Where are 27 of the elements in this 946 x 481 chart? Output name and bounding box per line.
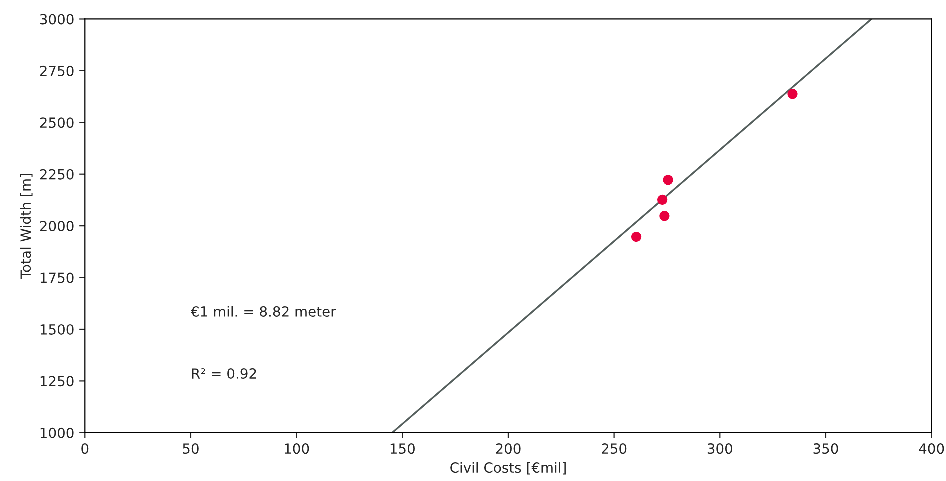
y-tick-label: 1250 [40, 376, 74, 387]
x-axis-title: Civil Costs [€mil] [450, 462, 566, 475]
point [660, 211, 670, 222]
x-tick-label: 200 [496, 444, 521, 454]
y-tick-label: 2750 [40, 66, 74, 76]
x-tick-label: 50 [183, 444, 199, 454]
y-axis-title: Total Width [m] [20, 174, 33, 280]
y-tick-label: 2250 [40, 169, 74, 180]
y-tick-label: 2000 [40, 221, 74, 232]
y-tick-label: 1500 [40, 324, 74, 335]
x-tick-label: 100 [285, 444, 310, 454]
x-tick-label: 250 [602, 444, 627, 454]
point [631, 232, 642, 242]
x-tick-label: 350 [814, 444, 838, 454]
annotation: €1 mil. = 8.82 meter [190, 306, 336, 317]
y-tick-label: 1000 [40, 428, 74, 438]
y-tick-label: 3000 [40, 14, 74, 25]
y-tick-label: 1750 [40, 272, 74, 284]
x-tick-label: 400 [919, 444, 944, 454]
point [657, 194, 668, 206]
y-tick-label: 2500 [40, 118, 74, 128]
annotation: R² = 0.92 [192, 368, 256, 380]
x-tick-label: 300 [708, 444, 732, 454]
x-tick-label: 0 [82, 444, 89, 454]
point [788, 89, 798, 100]
x-tick-label: 150 [390, 444, 415, 454]
point [663, 175, 674, 186]
